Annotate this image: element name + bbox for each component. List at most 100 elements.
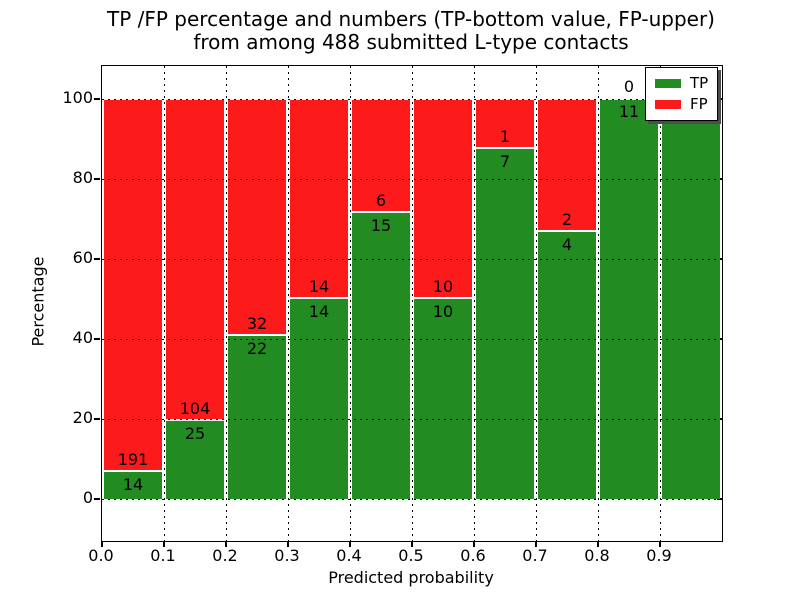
fp-color-swatch [655, 100, 681, 109]
plot-area: 1911410425322214146151010172401106 [101, 65, 723, 542]
grid-line-vertical [474, 66, 475, 541]
tp-count-label: 11 [618, 102, 640, 121]
x-tick-mark [287, 541, 289, 547]
fp-count-label: 191 [117, 449, 149, 469]
x-tick-mark [225, 541, 227, 547]
grid-line-horizontal [102, 99, 722, 100]
bar-segment-tp [352, 213, 410, 499]
grid-line-vertical [598, 66, 599, 541]
bar-segment-tp [104, 471, 162, 499]
bar-segment-fp [414, 99, 472, 299]
bar-segment-fp [104, 99, 162, 472]
y-tick-label: 20 [72, 408, 93, 427]
legend-label-fp: FP [690, 95, 708, 113]
x-tick-mark [411, 541, 413, 547]
grid-line-vertical [412, 66, 413, 541]
grid-line-horizontal [102, 339, 722, 340]
bar-segment-tp [662, 99, 720, 499]
x-tick-label: 0.1 [150, 546, 176, 565]
x-tick-label: 0.3 [274, 546, 300, 565]
tp-count-label: 22 [246, 339, 268, 359]
y-tick-mark-right [717, 338, 723, 340]
y-tick-mark [94, 258, 100, 260]
stacked-bar [414, 99, 472, 499]
y-tick-label: 100 [62, 88, 93, 107]
fp-count-label: 32 [246, 314, 268, 334]
tp-count-label: 14 [122, 474, 144, 494]
y-tick-mark-right [717, 418, 723, 420]
y-tick-label: 80 [72, 168, 93, 187]
stacked-bar [352, 99, 410, 499]
grid-line-horizontal [102, 499, 722, 500]
stacked-bar [228, 99, 286, 499]
grid-line-horizontal [102, 259, 722, 260]
grid-line-vertical [536, 66, 537, 541]
bar-segment-tp [290, 299, 348, 499]
y-tick-mark [94, 178, 100, 180]
tp-count-label: 25 [184, 424, 206, 444]
bar-segment-tp [538, 232, 596, 499]
chart-title-line2: from among 488 submitted L-type contacts [193, 30, 629, 54]
stacked-bar [662, 99, 720, 499]
stacked-bar [104, 99, 162, 499]
grid-line-vertical [660, 66, 661, 541]
x-tick-label: 0.5 [398, 546, 424, 565]
x-tick-mark [597, 541, 599, 547]
x-tick-label: 0.6 [460, 546, 486, 565]
x-tick-label: 0.2 [212, 546, 238, 565]
y-tick-mark [94, 418, 100, 420]
legend-label-tp: TP [690, 74, 709, 92]
x-tick-label: 0.7 [522, 546, 548, 565]
bar-segment-tp [600, 99, 658, 499]
x-tick-label: 0.0 [88, 546, 114, 565]
tp-count-label: 7 [499, 152, 511, 171]
fp-count-label: 6 [375, 191, 387, 211]
bar-segment-fp [290, 99, 348, 299]
x-tick-mark [473, 541, 475, 547]
stacked-bar [290, 99, 348, 499]
legend: TP FP [645, 67, 719, 121]
legend-row-fp: FP [655, 94, 708, 115]
x-tick-mark [349, 541, 351, 547]
grid-line-vertical [164, 66, 165, 541]
grid-line-vertical [350, 66, 351, 541]
fp-count-label: 104 [179, 399, 211, 419]
legend-row-tp: TP [655, 73, 708, 94]
y-tick-mark-right [717, 178, 723, 180]
x-tick-mark [659, 541, 661, 547]
x-tick-label: 0.4 [336, 546, 362, 565]
tp-count-label: 15 [370, 216, 392, 236]
chart-title: TP /FP percentage and numbers (TP-bottom… [11, 8, 800, 54]
bar-segment-fp [538, 99, 596, 233]
tp-count-label: 10 [432, 302, 454, 321]
fp-count-label: 0 [623, 77, 635, 96]
fp-count-label: 2 [561, 210, 573, 230]
fp-count-label: 14 [308, 277, 330, 296]
bar-segment-fp [166, 99, 224, 422]
bar-segment-tp [414, 299, 472, 499]
grid-line-horizontal [102, 419, 722, 420]
y-tick-mark [94, 498, 100, 500]
grid-line-vertical [288, 66, 289, 541]
chart-title-line1: TP /FP percentage and numbers (TP-bottom… [107, 7, 715, 31]
bar-segment-fp [352, 99, 410, 214]
x-axis-label: Predicted probability [328, 568, 494, 587]
y-tick-mark-right [717, 498, 723, 500]
y-tick-label: 60 [72, 248, 93, 267]
x-tick-mark [535, 541, 537, 547]
stacked-bar [538, 99, 596, 499]
bar-segment-tp [228, 336, 286, 499]
x-tick-label: 0.8 [584, 546, 610, 565]
bar-segment-fp [476, 99, 534, 149]
tp-count-label: 4 [561, 235, 573, 255]
stacked-bar [166, 99, 224, 499]
x-tick-label: 0.9 [646, 546, 672, 565]
bar-segment-tp [166, 421, 224, 499]
y-axis-label: Percentage [28, 256, 48, 347]
grid-line-horizontal [102, 179, 722, 180]
tp-color-swatch [655, 79, 681, 88]
grid-line-vertical [226, 66, 227, 541]
y-tick-label: 40 [72, 328, 93, 347]
y-tick-mark-right [717, 98, 723, 100]
